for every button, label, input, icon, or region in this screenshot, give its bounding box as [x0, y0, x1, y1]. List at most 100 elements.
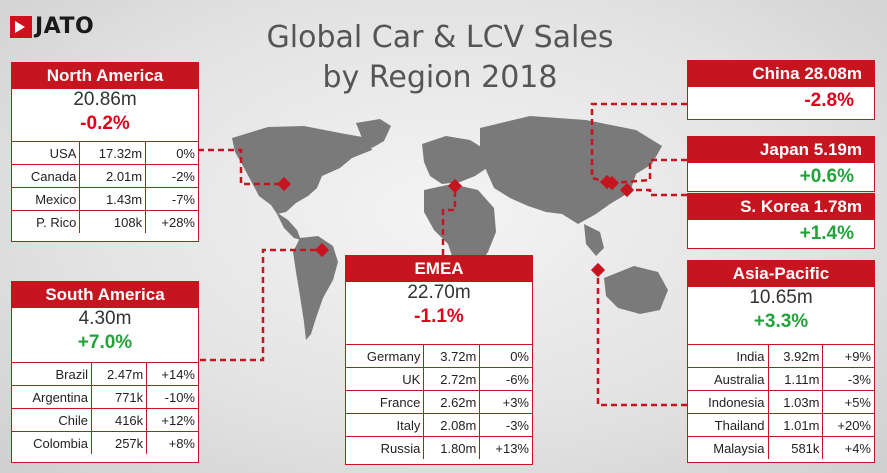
title-line-2: by Region 2018	[322, 60, 558, 95]
marker-emea	[447, 178, 463, 194]
north-america-header: North America	[12, 63, 198, 89]
china-total: 28.08m	[804, 64, 862, 83]
country-name: Thailand	[688, 413, 769, 437]
greenland-land	[356, 119, 391, 148]
country-name: Indonesia	[688, 390, 769, 414]
table-row: Chile 416k +12%	[12, 408, 198, 432]
connector-china	[590, 102, 687, 184]
china-change: -2.8%	[804, 90, 854, 111]
japan-header: Japan 5.19m	[688, 137, 874, 163]
sales-value: 1.01m	[767, 413, 823, 437]
country-name: Mexico	[12, 187, 80, 211]
sales-change: -3%	[479, 413, 532, 437]
connector-korea	[627, 188, 687, 197]
japan-name: Japan	[759, 140, 810, 159]
sales-value: 2.62m	[423, 390, 480, 414]
marker-north-america	[276, 176, 292, 192]
table-row: Italy 2.08m -3%	[346, 413, 532, 437]
south-america-panel: South America 4.30m +7.0% Brazil 2.47m +14…	[11, 281, 199, 463]
north-america-land	[232, 126, 372, 214]
sales-value: 1.43m	[79, 187, 146, 211]
japan-total: 5.19m	[813, 140, 862, 159]
china-panel: China 28.08m -2.8%	[687, 60, 875, 120]
emea-total: 22.70m	[407, 282, 471, 303]
country-name: Brazil	[12, 362, 92, 386]
korea-panel: S. Korea 1.78m +1.4%	[687, 193, 875, 249]
australia-land	[604, 266, 668, 314]
country-name: USA	[12, 141, 80, 165]
south-america-land	[293, 236, 338, 340]
europe-land	[422, 136, 490, 184]
table-row: Canada 2.01m -2%	[12, 164, 198, 188]
table-row: Germany 3.72m 0%	[346, 344, 532, 368]
south-america-header: South America	[12, 282, 198, 308]
south-america-change: +7.0%	[77, 332, 133, 353]
sales-change: +20%	[822, 413, 874, 437]
country-name: Australia	[688, 367, 769, 391]
table-row: Australia 1.11m -3%	[688, 367, 874, 391]
china-header: China 28.08m	[688, 61, 874, 87]
korea-header: S. Korea 1.78m	[688, 194, 874, 220]
country-name: India	[688, 344, 769, 368]
country-name: Russia	[346, 436, 424, 459]
connector-south-america	[200, 248, 322, 362]
connector-lines	[198, 102, 687, 407]
sales-value: 257k	[90, 431, 147, 454]
connector-emea	[441, 186, 457, 255]
emea-table: Germany 3.72m 0% UK 2.72m -6% France 2.62m +3%…	[346, 344, 532, 459]
sales-change: +5%	[822, 390, 874, 414]
korea-name: S. Korea	[740, 197, 810, 216]
marker-asia-pacific	[590, 262, 606, 278]
south-america-table: Brazil 2.47m +14% Argentina 771k -10% Chile 4…	[12, 362, 198, 454]
korea-change: +1.4%	[799, 223, 854, 244]
table-row: Thailand 1.01m +20%	[688, 413, 874, 437]
sales-value: 1.11m	[767, 367, 823, 391]
sales-value: 771k	[90, 385, 147, 409]
sales-change: +14%	[146, 362, 198, 386]
sales-change: +3%	[479, 390, 532, 414]
country-name: Colombia	[12, 431, 92, 454]
north-america-change: -0.2%	[80, 113, 130, 134]
sales-change: +9%	[822, 344, 874, 368]
country-name: Chile	[12, 408, 92, 432]
sales-change: -2%	[145, 164, 198, 188]
japan-change: +0.6%	[799, 166, 854, 187]
marker-japan	[604, 175, 620, 191]
table-row: P. Rico 108k +28%	[12, 210, 198, 233]
sales-value: 1.80m	[423, 436, 480, 459]
country-name: Canada	[12, 164, 80, 188]
asia-pacific-panel: Asia-Pacific 10.65m +3.3% India 3.92m +9% …	[687, 260, 875, 463]
south-america-total: 4.30m	[78, 308, 132, 329]
sales-value: 3.72m	[423, 344, 480, 368]
sales-value: 17.32m	[79, 141, 146, 165]
sales-change: +8%	[146, 431, 198, 454]
sales-change: -7%	[145, 187, 198, 211]
japan-panel: Japan 5.19m +0.6%	[687, 136, 875, 192]
sales-value: 2.72m	[423, 367, 480, 391]
asia-land	[480, 116, 662, 224]
table-row: Russia 1.80m +13%	[346, 436, 532, 459]
sales-value: 3.92m	[767, 344, 823, 368]
table-row: USA 17.32m 0%	[12, 141, 198, 165]
emea-change: -1.1%	[414, 306, 464, 327]
table-row: Malaysia 581k +4%	[688, 436, 874, 459]
country-name: P. Rico	[12, 210, 80, 233]
marker-south-america	[314, 242, 330, 258]
north-america-panel: North America 20.86m -0.2% USA 17.32m 0% C…	[11, 62, 199, 242]
table-row: France 2.62m +3%	[346, 390, 532, 414]
sales-value: 1.03m	[767, 390, 823, 414]
sales-change: 0%	[479, 344, 532, 368]
korea-total: 1.78m	[813, 197, 862, 216]
china-name: China	[752, 64, 800, 83]
table-row: Brazil 2.47m +14%	[12, 362, 198, 386]
sales-value: 108k	[79, 210, 146, 233]
sales-change: -6%	[479, 367, 532, 391]
sales-change: +28%	[145, 210, 198, 233]
emea-panel: EMEA 22.70m -1.1% Germany 3.72m 0% UK 2.72m…	[345, 255, 533, 465]
title-line-1: Global Car & LCV Sales	[266, 20, 614, 55]
sales-change: +12%	[146, 408, 198, 432]
table-row: Indonesia 1.03m +5%	[688, 390, 874, 414]
jato-logo-icon	[10, 15, 32, 38]
central-america-land	[276, 212, 301, 240]
